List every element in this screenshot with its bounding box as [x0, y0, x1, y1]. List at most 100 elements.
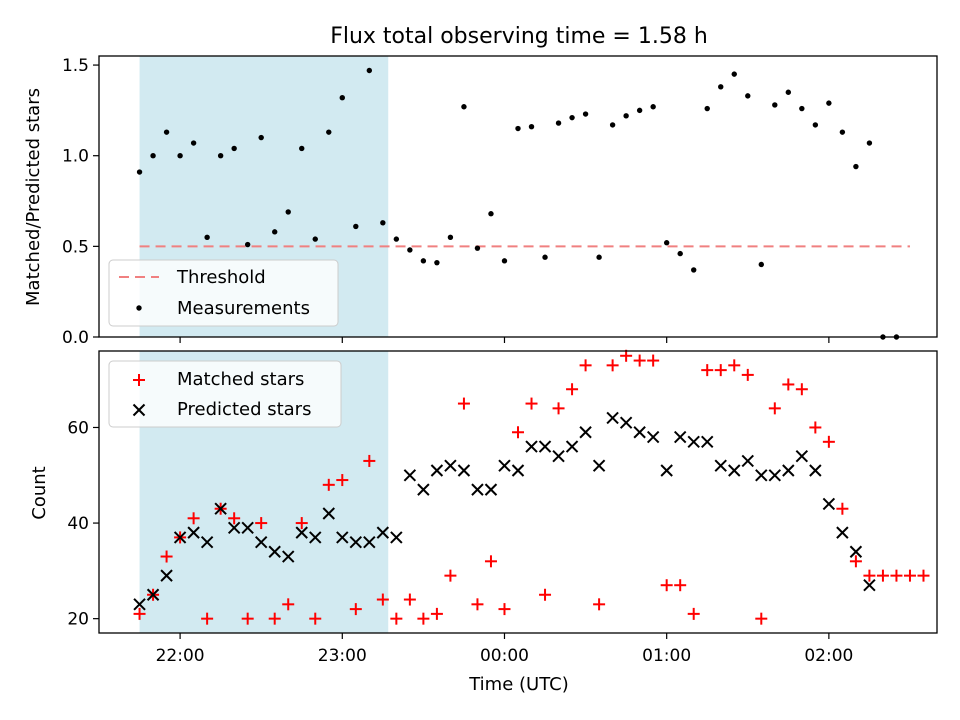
count-y-axis-label: Count [29, 466, 50, 519]
measurement-point [447, 234, 454, 240]
measurement-point [231, 145, 237, 152]
cross-stroke-b [687, 435, 700, 449]
measurement-point [772, 102, 778, 108]
matched-star-point [512, 426, 524, 439]
predicted-stars-points [133, 411, 876, 611]
cross-stroke-b [200, 535, 214, 549]
matched-star-point [876, 569, 889, 582]
cross-stroke-b [673, 430, 687, 444]
matched-star-point [457, 397, 470, 410]
predicted-star-point [187, 526, 200, 539]
matched-star-point [160, 550, 173, 563]
matched-star-point [255, 517, 268, 530]
matched-star-point [498, 603, 511, 616]
measurement-point [474, 245, 481, 251]
predicted-legend-label: Predicted stars [177, 399, 311, 420]
matched-star-point [701, 364, 714, 377]
measurement-point [244, 241, 251, 248]
predicted-star-point [471, 483, 484, 496]
matched-star-point [849, 555, 862, 568]
ratio-y-axis-label: Matched/Predicted stars [23, 88, 44, 306]
x-tick-label: 02:00 [804, 646, 853, 666]
matched-star-point [390, 612, 403, 625]
measurement-point [636, 107, 643, 114]
matched-star-point [782, 378, 795, 391]
cross-stroke-b [755, 469, 768, 482]
measurement-point [326, 129, 332, 135]
measurement-point [609, 122, 616, 128]
matched-star-point [768, 402, 781, 415]
count-x-ticks: 22:00 23:00 00:00 01:00 02:00 [156, 633, 853, 666]
cross-stroke-b [565, 440, 579, 453]
matched-star-point [647, 354, 660, 367]
ratio-y-tick-label: 1.0 [62, 147, 89, 167]
measurement-point [758, 261, 764, 268]
measurement-point [515, 125, 521, 132]
x-tick-label: 23:00 [318, 646, 367, 666]
cross-stroke-b [782, 464, 795, 477]
chart-title: Flux total observing time = 1.58 h [330, 24, 708, 49]
cross-stroke-b [214, 502, 227, 515]
measurement-point [839, 129, 846, 135]
cross-stroke-b [444, 459, 457, 472]
measurement-point [272, 229, 278, 235]
cross-stroke-b [538, 440, 552, 453]
matched-star-point [620, 349, 633, 362]
predicted-star-point [282, 550, 295, 563]
measurement-point [258, 134, 264, 141]
matched-star-point [606, 359, 619, 372]
measurement-point [420, 258, 427, 264]
cross-stroke-b [768, 469, 782, 482]
ratio-y-tick-label: 1.5 [62, 56, 89, 76]
matched-star-point [728, 359, 741, 372]
matched-star-point [201, 612, 214, 625]
predicted-star-point [809, 464, 822, 477]
cross-stroke-b [795, 449, 809, 463]
measurement-point [731, 71, 737, 77]
cross-stroke-b [430, 464, 444, 477]
measurement-point [785, 89, 792, 95]
predicted-star-point [241, 521, 254, 535]
measurement-point [380, 220, 386, 226]
cross-stroke-b [133, 598, 146, 611]
matched-star-point [228, 512, 241, 525]
matched-legend-marker [133, 374, 145, 386]
matched-star-point [566, 383, 579, 396]
predicted-star-point [755, 469, 768, 482]
measurement-point [312, 236, 318, 242]
ratio-x-ticks [179, 337, 830, 343]
matched-star-point [444, 569, 457, 582]
predicted-star-point [254, 535, 268, 549]
measurement-point [501, 258, 508, 264]
cross-stroke-b [376, 526, 390, 539]
cross-stroke-b [525, 440, 538, 453]
matched-star-point [863, 569, 876, 582]
measurement-point [555, 120, 562, 126]
matched-stars-points [133, 349, 930, 625]
matched-star-point [430, 607, 443, 620]
matched-star-point [795, 383, 808, 396]
predicted-star-point [444, 459, 457, 472]
x-axis-label: Time (UTC) [468, 674, 569, 695]
cross-stroke-b [282, 550, 295, 563]
predicted-star-point [579, 426, 592, 439]
measurement-point [366, 67, 373, 74]
cross-stroke-b [160, 569, 173, 582]
ratio-legend-box [108, 259, 339, 327]
cross-stroke-b [457, 464, 471, 477]
matched-star-point [403, 593, 416, 606]
measurement-point [853, 163, 859, 170]
measurement-point [623, 113, 629, 119]
matched-star-point [525, 397, 538, 410]
predicted-star-point [619, 416, 633, 429]
count-y-tick-label: 20 [67, 610, 89, 630]
predicted-legend-swatch [132, 403, 146, 417]
cross-stroke-b [701, 435, 714, 449]
measurement-point [582, 111, 589, 117]
matched-star-point [822, 435, 835, 448]
matched-star-point [674, 579, 687, 592]
predicted-star-point [349, 535, 363, 549]
cross-stroke-b [498, 459, 511, 472]
cross-stroke-b [836, 526, 849, 539]
predicted-star-point [646, 430, 660, 444]
